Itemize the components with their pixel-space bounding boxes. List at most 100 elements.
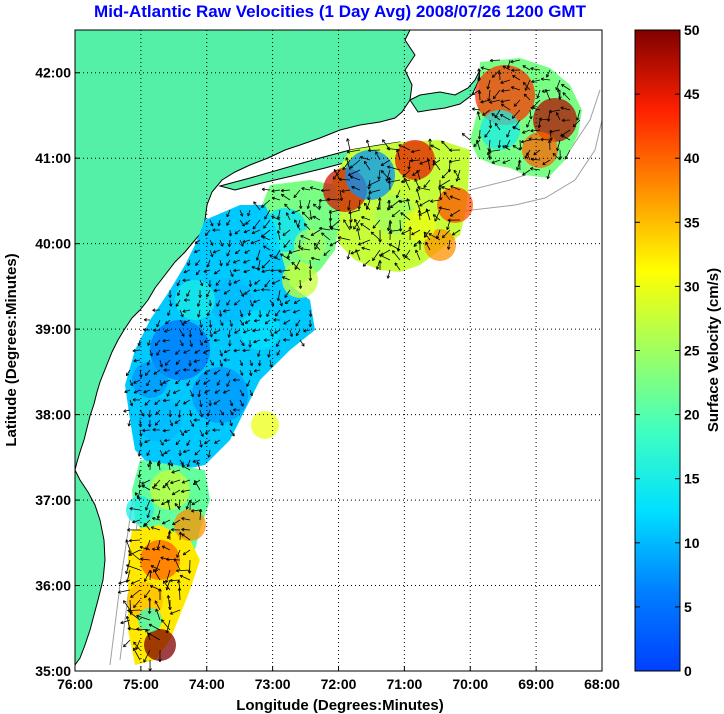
- current-vector-head: [250, 372, 253, 376]
- current-vector-head: [312, 216, 316, 220]
- current-vector-head: [213, 288, 217, 292]
- current-vector-head: [165, 580, 169, 583]
- current-vector: [128, 419, 131, 427]
- current-vector-head: [181, 334, 185, 337]
- current-vector: [179, 575, 191, 581]
- current-vector-head: [214, 440, 217, 444]
- current-vector-head: [530, 130, 534, 133]
- current-vector-head: [562, 92, 565, 96]
- current-vector: [199, 329, 203, 336]
- current-vector-head: [175, 404, 179, 407]
- current-vector-head: [147, 597, 150, 601]
- current-vector-head: [248, 373, 252, 377]
- current-vector-head: [471, 108, 475, 111]
- current-vector: [530, 168, 541, 171]
- current-vector-head: [271, 196, 276, 198]
- current-vector-head: [123, 411, 127, 413]
- current-vector: [294, 259, 301, 270]
- current-vector-head: [133, 606, 137, 608]
- current-vector-head: [345, 157, 347, 161]
- velocity-patch: [251, 411, 279, 439]
- current-vector-head: [242, 350, 246, 353]
- current-vector: [213, 399, 221, 405]
- current-vector: [510, 59, 521, 63]
- current-vector: [129, 399, 133, 407]
- current-vector-head: [239, 214, 243, 217]
- current-vector: [522, 169, 531, 176]
- current-vector-head: [135, 647, 139, 650]
- current-vector: [147, 359, 151, 366]
- current-vector-head: [266, 314, 270, 317]
- current-vector: [162, 429, 171, 432]
- current-vector: [314, 239, 321, 250]
- current-vector: [143, 649, 151, 663]
- current-vector: [530, 129, 541, 132]
- current-vector: [487, 151, 491, 161]
- current-vector-head: [308, 278, 311, 282]
- current-vector: [164, 439, 171, 442]
- current-vector: [576, 109, 581, 121]
- current-vector-head: [368, 182, 371, 186]
- current-vector-head: [376, 206, 379, 210]
- current-vector-head: [529, 116, 532, 120]
- current-vector-head: [343, 219, 347, 222]
- current-vector-head: [231, 434, 235, 437]
- current-vector-head: [309, 216, 312, 220]
- current-vector-head: [158, 588, 161, 592]
- current-vector-head: [524, 156, 528, 159]
- current-vector: [257, 349, 261, 357]
- current-vector-head: [183, 369, 187, 372]
- current-vector-head: [283, 321, 286, 325]
- current-vector-head: [214, 390, 217, 394]
- current-vector: [144, 589, 151, 598]
- current-vector-head: [419, 203, 422, 207]
- current-vector-head: [149, 585, 153, 589]
- current-vector-head: [229, 324, 233, 327]
- current-vector: [233, 279, 241, 284]
- current-vector-head: [144, 402, 147, 406]
- current-vector: [473, 139, 481, 147]
- current-vector-head: [245, 223, 249, 225]
- current-vector: [348, 169, 361, 176]
- current-vector-head: [183, 320, 186, 324]
- current-vector-head: [247, 213, 251, 217]
- current-vector-head: [516, 167, 518, 171]
- current-vector-head: [210, 363, 214, 366]
- y-tick-label: 37:00: [35, 492, 71, 508]
- current-vector: [229, 269, 234, 277]
- current-vector: [174, 558, 181, 571]
- current-vector-head: [187, 263, 191, 267]
- current-vector: [226, 219, 231, 226]
- current-vector: [170, 609, 181, 615]
- current-vector-head: [246, 384, 250, 387]
- current-vector-head: [159, 383, 163, 387]
- current-vector-head: [300, 205, 303, 209]
- current-vector: [547, 169, 551, 180]
- current-vector: [262, 188, 271, 191]
- current-vector: [263, 245, 271, 251]
- current-vector-head: [261, 269, 265, 273]
- current-vector-head: [195, 383, 200, 386]
- current-vector: [145, 499, 151, 511]
- current-vector-head: [441, 186, 444, 190]
- current-vector-head: [200, 434, 204, 437]
- current-vector-head: [128, 423, 131, 427]
- current-vector-head: [375, 151, 379, 154]
- current-vector: [165, 483, 171, 491]
- current-vector-head: [162, 485, 164, 489]
- current-vector-head: [297, 245, 300, 249]
- current-vector: [519, 139, 521, 151]
- current-vector: [196, 461, 201, 471]
- current-vector-head: [416, 170, 418, 174]
- current-vector-head: [576, 117, 580, 121]
- current-vector-head: [153, 390, 157, 393]
- current-vector-head: [538, 118, 542, 121]
- current-vector: [148, 623, 161, 631]
- current-vector-head: [560, 133, 563, 137]
- current-vector-head: [248, 344, 251, 348]
- current-vector-head: [441, 140, 443, 145]
- current-vector-head: [486, 151, 489, 156]
- current-vector-head: [497, 145, 500, 149]
- current-vector: [257, 259, 261, 271]
- current-vector-head: [338, 236, 342, 238]
